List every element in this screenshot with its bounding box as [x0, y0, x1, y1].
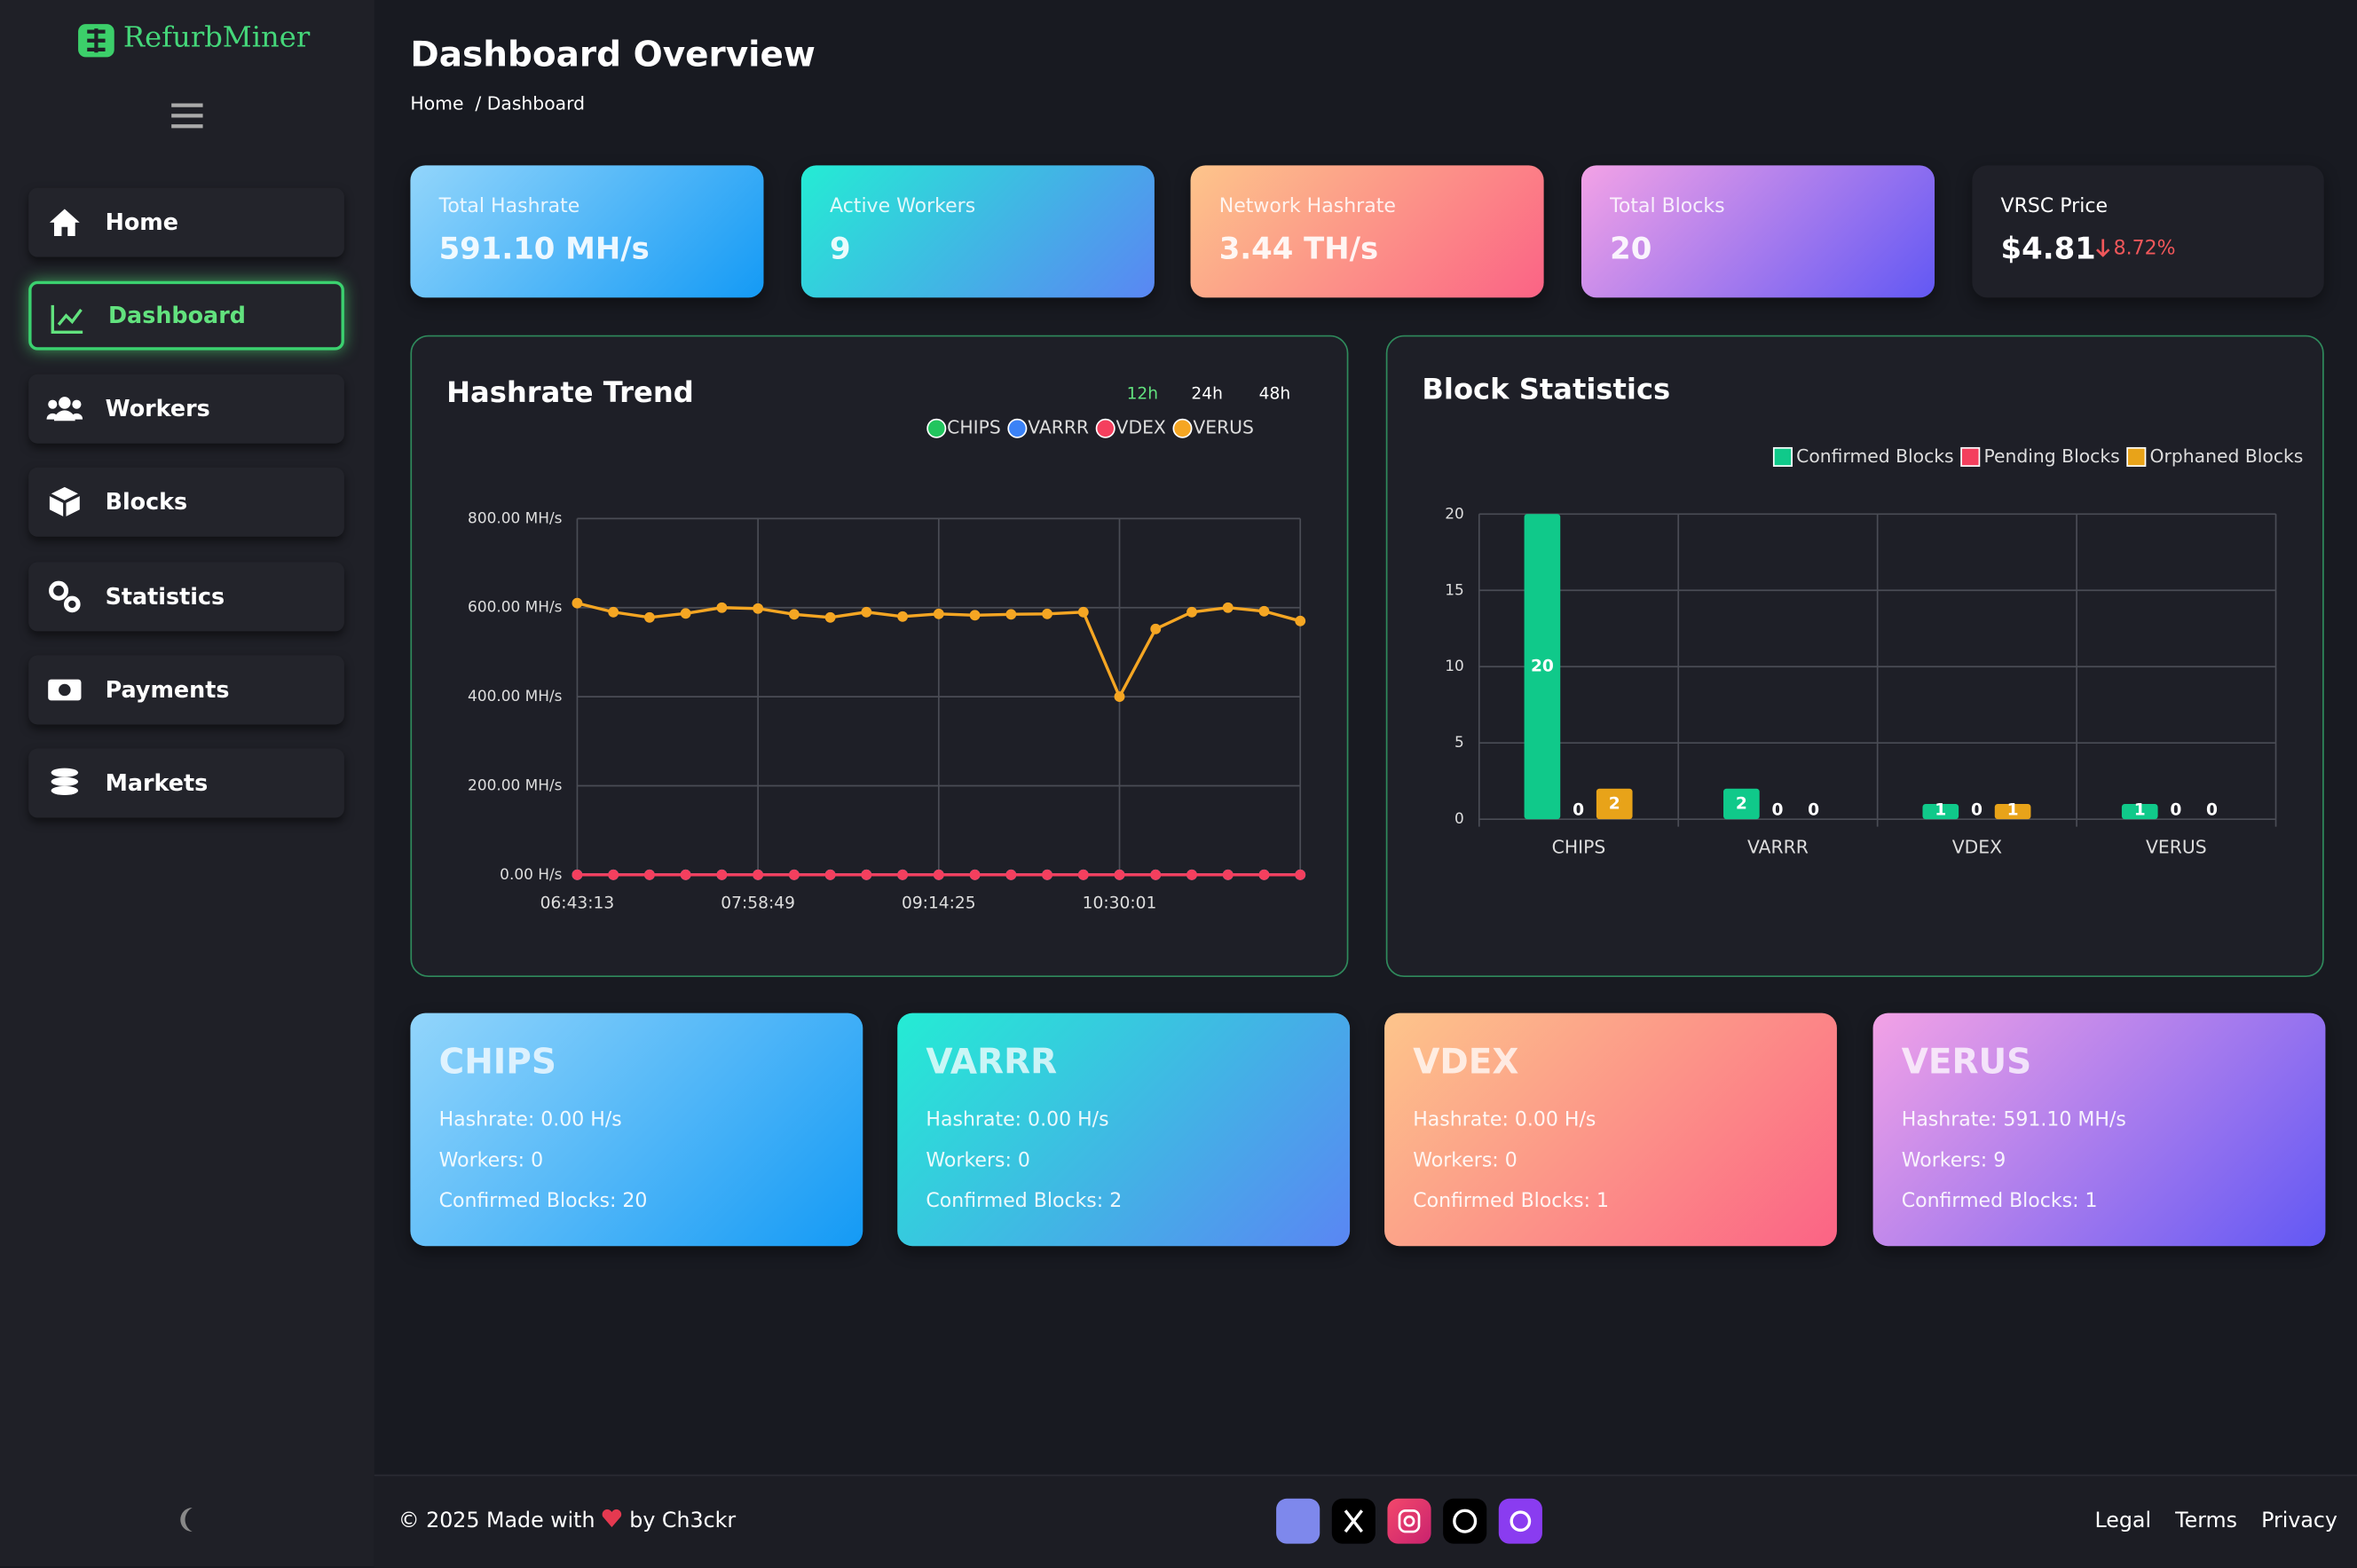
coin-name: VDEX: [1413, 1043, 1519, 1083]
nav-label: Markets: [105, 769, 209, 797]
chart-card: [410, 335, 1349, 978]
stat-value: 20: [1610, 230, 1652, 266]
footer-link[interactable]: Legal: [2094, 1509, 2152, 1533]
nav-label: Payments: [105, 676, 230, 704]
stat-label: Network Hashrate: [1218, 195, 1396, 218]
stat-value: 3.44 TH/s: [1218, 230, 1379, 266]
footer-link[interactable]: Privacy: [2261, 1509, 2337, 1533]
stat-label: Total Hashrate: [438, 195, 580, 218]
coin-confirmed: Confirmed Blocks: 1: [1901, 1190, 2098, 1213]
ig-glyph: [1398, 1509, 1421, 1533]
stat-label: Total Blocks: [1610, 195, 1725, 218]
nav-label: Statistics: [105, 583, 225, 611]
coin-card: CHIPS Hashrate: 0.00 H/s Workers: 0 Confirm…: [410, 1013, 863, 1247]
stat-value: 9: [830, 230, 851, 266]
logo-icon: [78, 24, 114, 58]
price-label: VRSC Price: [2000, 195, 2109, 218]
theme-toggle[interactable]: [174, 1506, 201, 1533]
discord-icon[interactable]: [1276, 1498, 1320, 1544]
stat-card: Network Hashrate 3.44 TH/s: [1190, 165, 1544, 298]
nav-icon: [51, 768, 79, 796]
coin-confirmed: Confirmed Blocks: 1: [1413, 1190, 1610, 1213]
nav-item[interactable]: Statistics: [28, 562, 344, 632]
coin-hashrate: Hashrate: 0.00 H/s: [1413, 1109, 1596, 1132]
coin-name: VARRR: [926, 1043, 1058, 1083]
nav-label: Workers: [105, 395, 210, 422]
nav-item[interactable]: Home: [28, 187, 344, 257]
nav-item[interactable]: Blocks: [28, 467, 344, 537]
coin-card: VDEX Hashrate: 0.00 H/s Workers: 0 Confirme…: [1384, 1013, 1837, 1247]
stat-card: Total Blocks 20: [1581, 165, 1935, 298]
nav-icon: [49, 486, 81, 517]
brand[interactable]: RefurbMiner: [122, 20, 311, 54]
credit-text: by Ch3ckr: [629, 1509, 737, 1533]
stat-card: Active Workers 9: [800, 165, 1155, 298]
breadcrumb-link[interactable]: Home: [410, 93, 464, 114]
credit-text: © 2025 Made with: [398, 1509, 595, 1533]
community-glyph: [1510, 1510, 1532, 1533]
coin-hashrate: Hashrate: 0.00 H/s: [926, 1109, 1109, 1132]
gh-glyph: [1453, 1509, 1478, 1533]
breadcrumb: Home / Dashboard: [410, 93, 585, 114]
coin-workers: Workers: 0: [926, 1149, 1030, 1173]
footer-link[interactable]: Terms: [2175, 1509, 2237, 1533]
nav-icon: [51, 304, 83, 335]
nav-item[interactable]: Workers: [28, 374, 344, 444]
coin-hashrate: Hashrate: 591.10 MH/s: [1901, 1109, 2126, 1132]
coin-workers: Workers: 0: [438, 1149, 544, 1173]
x-icon[interactable]: [1331, 1498, 1376, 1544]
nav-item[interactable]: Dashboard: [28, 280, 344, 351]
breadcrumb-current: / Dashboard: [475, 93, 585, 114]
heart: [603, 1509, 622, 1527]
stat-card: Total Hashrate 591.10 MH/s: [410, 165, 764, 298]
x-glyph: [1344, 1509, 1363, 1533]
coin-name: CHIPS: [438, 1043, 556, 1083]
coin-card: VARRR Hashrate: 0.00 H/s Workers: 0 Confirm…: [897, 1013, 1351, 1247]
coin-card: VERUS Hashrate: 591.10 MH/s Workers: 9 Conf…: [1872, 1013, 2326, 1247]
coin-hashrate: Hashrate: 0.00 H/s: [438, 1109, 622, 1132]
nav-label: Home: [105, 209, 179, 236]
footer-credit: © 2025 Made with by Ch3ckr: [398, 1509, 736, 1533]
coin-confirmed: Confirmed Blocks: 20: [438, 1190, 648, 1213]
coin-workers: Workers: 9: [1901, 1149, 2006, 1173]
nav-item[interactable]: Payments: [28, 655, 344, 725]
coin-name: VERUS: [1901, 1043, 2032, 1083]
coin-workers: Workers: 0: [1413, 1149, 1517, 1173]
page-title: Dashboard Overview: [410, 35, 816, 75]
chart-card: [1385, 335, 2324, 978]
stat-value: 591.10 MH/s: [438, 230, 650, 266]
stat-label: Active Workers: [830, 195, 976, 218]
coin-confirmed: Confirmed Blocks: 2: [926, 1190, 1123, 1213]
github-icon[interactable]: [1443, 1498, 1487, 1544]
community-icon[interactable]: [1498, 1498, 1542, 1544]
down-arrow: [2096, 239, 2110, 257]
footer-links: Legal Terms Privacy: [2094, 1509, 2337, 1533]
nav-icon: [49, 209, 80, 236]
price-change: 8.72%: [2113, 237, 2176, 261]
sidebar: RefurbMiner Home Dashboard Workers Block…: [0, 0, 374, 1567]
nav-icon: [46, 397, 83, 422]
nav-icon: [48, 679, 82, 701]
nav-label: Blocks: [105, 488, 188, 516]
nav-item[interactable]: Markets: [28, 748, 344, 818]
menu-toggle[interactable]: [171, 102, 203, 129]
instagram-icon[interactable]: [1387, 1498, 1431, 1544]
nav-icon: [49, 580, 81, 613]
price-value: $4.81: [2000, 230, 2096, 266]
nav-label: Dashboard: [107, 302, 246, 329]
footer: © 2025 Made with by Ch3ckr Legal Terms Pri…: [374, 1474, 2357, 1568]
price-card: VRSC Price $4.81 8.72%: [1972, 165, 2324, 298]
